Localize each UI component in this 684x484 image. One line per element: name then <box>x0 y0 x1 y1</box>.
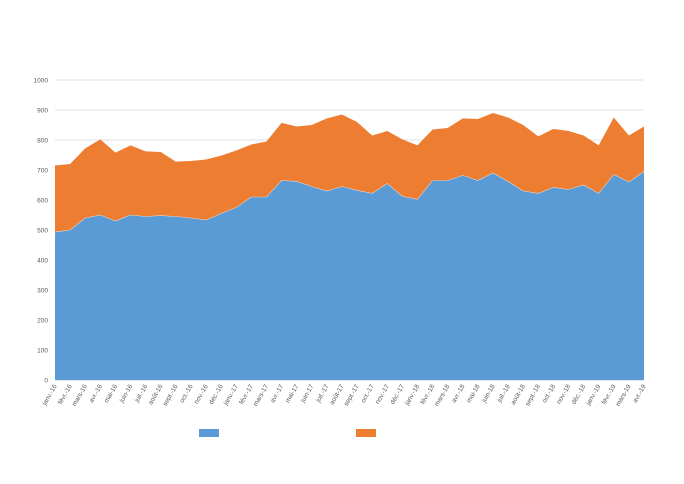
y-tick-label: 400 <box>37 257 48 264</box>
y-tick-label: 800 <box>37 137 48 144</box>
x-tick-label: mai-17 <box>284 383 300 404</box>
legend-swatch-series-2 <box>356 429 376 437</box>
x-tick-label: janv.-16 <box>41 383 59 407</box>
legend-item-series-1 <box>199 428 223 438</box>
x-tick-label: sept.-17 <box>343 383 361 407</box>
chart-areas <box>54 113 645 380</box>
legend-item-series-2 <box>356 428 380 438</box>
y-tick-label: 100 <box>37 347 48 354</box>
y-tick-label: 200 <box>37 317 48 324</box>
y-tick-label: 0 <box>44 377 48 384</box>
x-tick-label: mai-16 <box>103 383 119 404</box>
x-tick-label: avr.-17 <box>269 383 285 404</box>
legend <box>0 428 684 438</box>
x-tick-label: juin-18 <box>480 383 497 405</box>
x-tick-label: mars-18 <box>433 383 451 407</box>
x-tick-label: sept.-18 <box>524 383 542 407</box>
x-tick-label: mai-18 <box>466 383 482 404</box>
x-tick-label: avr.-18 <box>451 383 467 404</box>
x-tick-label: sept.-16 <box>162 383 180 407</box>
x-tick-label: mars-16 <box>71 383 89 407</box>
x-tick-label: avr.-19 <box>632 383 648 404</box>
x-tick-label: janv.-19 <box>585 383 603 407</box>
y-tick-label: 1000 <box>34 77 49 84</box>
x-tick-label: oct.-18 <box>541 383 557 404</box>
x-tick-label: janv.-18 <box>403 383 421 407</box>
y-axis: 0 100 200 300 400 500 600 700 800 900 1000 <box>34 77 49 384</box>
y-tick-label: 900 <box>37 107 48 114</box>
x-tick-label: juin-17 <box>299 383 316 405</box>
x-tick-label: oct.-17 <box>360 383 376 404</box>
y-tick-label: 600 <box>37 197 48 204</box>
x-tick-label: juin-16 <box>118 383 135 405</box>
legend-swatch-series-1 <box>199 429 219 437</box>
y-tick-label: 300 <box>37 287 48 294</box>
x-tick-label: mars-19 <box>615 383 633 407</box>
x-tick-label: janv.-17 <box>222 383 240 407</box>
x-tick-label: mars-17 <box>252 383 270 407</box>
area-series-1 <box>55 171 644 380</box>
y-tick-label: 500 <box>37 227 48 234</box>
x-tick-label: avr.-16 <box>88 383 104 404</box>
y-tick-label: 700 <box>37 167 48 174</box>
series-1-top-edge <box>54 171 645 233</box>
area-series-2 <box>55 113 644 233</box>
x-tick-label: oct.-16 <box>179 383 195 404</box>
